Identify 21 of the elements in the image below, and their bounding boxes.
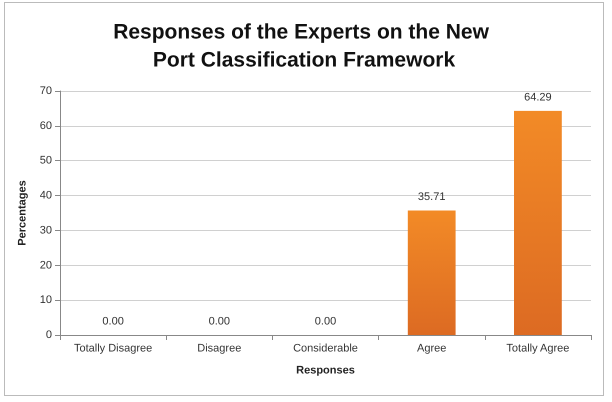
x-tick-label: Totally Agree — [506, 342, 570, 354]
chart-title: Responses of the Experts on the New Port Classification Framework — [113, 20, 495, 72]
y-tick-label: 60 — [40, 120, 52, 132]
y-tick-label: 40 — [40, 190, 52, 202]
y-tick-label: 30 — [40, 224, 52, 236]
y-tick-label: 50 — [40, 154, 52, 167]
data-label: 64.29 — [524, 91, 552, 104]
data-label: 0.00 — [102, 316, 124, 328]
x-tick-label: Considerable — [293, 342, 358, 354]
x-tick-label: Disagree — [197, 342, 242, 354]
data-label: 35.71 — [418, 191, 446, 204]
y-tick-label: 70 — [40, 85, 52, 97]
y-tick-label: 20 — [40, 259, 52, 272]
x-axis-title: Responses — [296, 364, 355, 376]
data-label: 0.00 — [314, 316, 336, 328]
x-tick-label: Totally Disagree — [74, 342, 152, 354]
y-tick-label: 0 — [46, 329, 52, 341]
y-axis-title: Percentages — [16, 180, 28, 246]
y-tick-label: 10 — [40, 294, 52, 306]
data-label: 0.00 — [208, 316, 230, 328]
x-tick-label: Agree — [417, 342, 446, 354]
